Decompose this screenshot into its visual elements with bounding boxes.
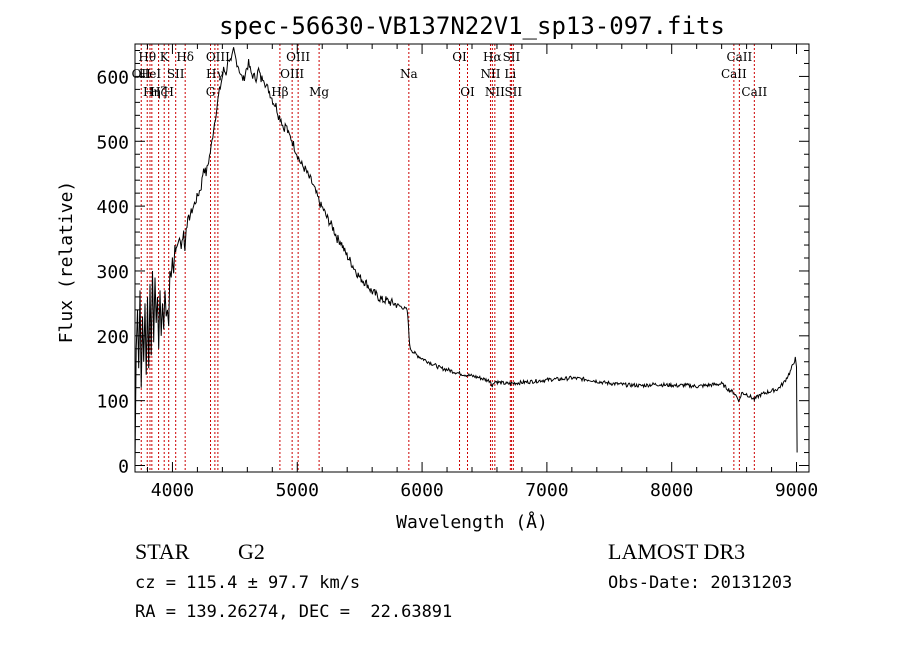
line-label: NII (480, 67, 500, 81)
y-tick-label: 200 (96, 327, 129, 348)
axes: 4000 5000 6000 7000 8000 9000 0 100 200 300 400 500… (96, 43, 818, 501)
y-axis-label: Flux (relative) (56, 181, 77, 344)
y-tick-label: 600 (96, 67, 129, 88)
line-label: OII (132, 67, 152, 81)
line-label: K (160, 50, 170, 64)
object-subclass: G2 (238, 539, 265, 564)
line-label: Hζ (150, 85, 167, 99)
x-axis-label: Wavelength (Å) (396, 511, 548, 533)
spectrum-line (134, 47, 798, 466)
x-tick-label: 7000 (525, 480, 568, 501)
line-label: OI (452, 50, 467, 64)
line-label: SII (504, 85, 522, 99)
line-label: Hγ (206, 67, 224, 81)
line-markers (140, 44, 755, 472)
line-label: SII (503, 50, 521, 64)
line-label: OIII (286, 50, 310, 64)
line-label: Li (504, 67, 516, 81)
line-label: CaII (726, 50, 752, 64)
line-label: Hδ (176, 50, 194, 64)
y-tick-label: 500 (96, 132, 129, 153)
line-label: Hθ (138, 50, 156, 64)
y-tick-label: 300 (96, 262, 129, 283)
observation-date: Obs-Date: 20131203 (608, 573, 793, 593)
spectrum-series (134, 47, 798, 466)
line-label: NII (485, 85, 505, 99)
coordinates: RA = 139.26274, DEC = 22.63891 (135, 602, 453, 622)
y-tick-label: 100 (96, 392, 129, 413)
x-tick-label: 6000 (400, 480, 443, 501)
plot-frame (134, 43, 810, 473)
chart-title: spec-56630-VB137N22V1_sp13-097.fits (219, 12, 725, 40)
line-label: OIII (206, 50, 230, 64)
object-class: STAR (135, 539, 190, 564)
redshift-cz: cz = 115.4 ± 97.7 km/s (135, 573, 361, 593)
line-label: G (206, 85, 216, 99)
x-tick-label: 5000 (276, 480, 319, 501)
y-tick-label: 0 (118, 457, 129, 478)
line-label: Hα (483, 50, 502, 64)
y-tick-label: 400 (96, 197, 129, 218)
line-label: CaII (741, 85, 767, 99)
line-label: HeI (139, 67, 162, 81)
line-label: Mg (309, 85, 329, 99)
line-label: H (163, 85, 173, 99)
x-tick-label: 9000 (775, 480, 818, 501)
x-tick-label: 4000 (151, 480, 194, 501)
line-label: SII (167, 67, 185, 81)
line-label: Na (400, 67, 418, 81)
line-label: Hη (143, 85, 161, 99)
line-label: CaII (721, 67, 747, 81)
x-tick-label: 8000 (650, 480, 693, 501)
survey-name: LAMOST DR3 (608, 539, 746, 564)
line-label: OI (460, 85, 475, 99)
line-label: Hβ (271, 85, 288, 99)
line-label: OIII (280, 67, 304, 81)
